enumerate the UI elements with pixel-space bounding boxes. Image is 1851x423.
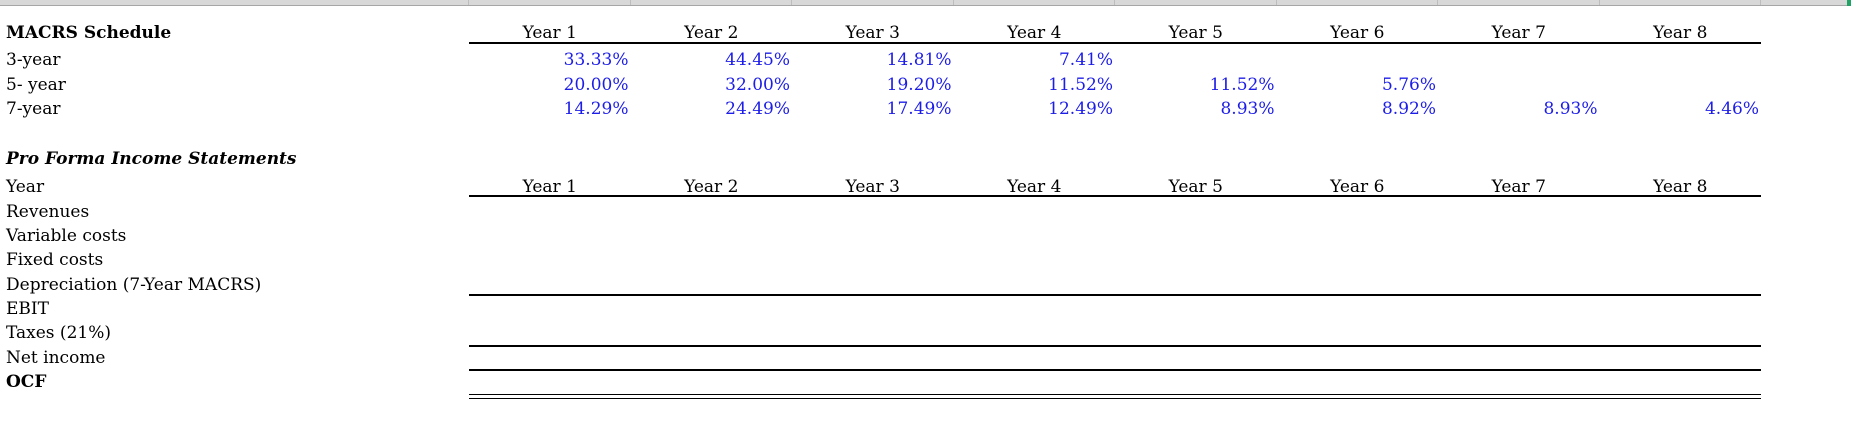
year-header-cell[interactable]: Year 6 [1330,23,1385,43]
macrs-row-label-5year[interactable]: 5- year [6,75,66,95]
macrs-values-7year[interactable]: 14.29% 24.49% 17.49% 12.49% 8.93% 8.92% 8.93% 4… [469,100,1761,119]
macrs-value-cell[interactable]: 11.52% [1209,75,1275,95]
macrs-value-cell[interactable]: 14.81% [886,50,952,70]
macrs-values-5year[interactable]: 20.00% 32.00% 19.20% 11.52% 11.52% 5.76% [469,76,1761,95]
year-header-cell[interactable]: Year 4 [1007,177,1062,197]
macrs-value-cell[interactable] [1115,51,1277,70]
ocf-double-underline [469,394,1761,399]
macrs-value-cell[interactable]: 4.46% [1704,99,1759,119]
net-income-subtotal-rule [469,345,1761,347]
macrs-value-cell[interactable]: 17.49% [886,99,952,119]
column-border-tick [1437,0,1438,5]
year-header-cell[interactable]: Year 6 [1330,177,1385,197]
macrs-value-cell[interactable]: 19.20% [886,75,952,95]
macrs-row-label-3year[interactable]: 3-year [6,50,61,70]
macrs-values-3year[interactable]: 33.33% 44.45% 14.81% 7.41% [469,51,1761,70]
pro-forma-year-label[interactable]: Year [6,177,45,197]
macrs-value-cell[interactable]: 12.49% [1048,99,1113,119]
macrs-row-label-7year[interactable]: 7-year [6,99,61,119]
macrs-value-cell[interactable]: 33.33% [563,50,629,70]
row-label-variable-costs[interactable]: Variable costs [6,226,127,246]
year-header-cell[interactable]: Year 2 [684,23,739,43]
macrs-value-cell[interactable]: 32.00% [725,75,790,95]
ebit-subtotal-rule [469,294,1761,296]
year-header-cell[interactable]: Year 4 [1007,23,1062,43]
macrs-value-cell[interactable]: 14.29% [563,99,629,119]
column-border-tick [630,0,631,5]
column-border-tick [791,0,792,5]
column-border-tick [1276,0,1277,5]
year-header-cell[interactable]: Year 8 [1653,177,1708,197]
year-header-cell[interactable]: Year 1 [522,177,577,197]
gridline-strip [0,0,1851,6]
row-label-taxes[interactable]: Taxes (21%) [6,323,111,343]
pro-forma-header-underline [469,195,1761,197]
macrs-header-underline [469,42,1761,44]
year-header-cell[interactable]: Year 5 [1168,23,1223,43]
macrs-value-cell[interactable]: 5.76% [1381,75,1436,95]
macrs-value-cell[interactable]: 8.93% [1220,99,1275,119]
macrs-value-cell[interactable]: 11.52% [1048,75,1113,95]
row-label-fixed-costs[interactable]: Fixed costs [6,250,104,270]
year-header-cell[interactable]: Year 2 [684,177,739,197]
row-label-revenues[interactable]: Revenues [6,202,90,222]
macrs-value-cell[interactable]: 24.49% [725,99,790,119]
macrs-value-cell[interactable]: 20.00% [563,75,629,95]
year-header-cell[interactable]: Year 8 [1653,23,1708,43]
year-header-cell[interactable]: Year 3 [845,23,900,43]
year-header-cell[interactable]: Year 3 [845,177,900,197]
row-label-depreciation[interactable]: Depreciation (7-Year MACRS) [6,275,262,295]
macrs-value-cell[interactable] [1600,51,1762,70]
macrs-value-cell[interactable]: 44.45% [725,50,790,70]
ocf-subtotal-rule [469,369,1761,371]
macrs-value-cell[interactable] [1438,76,1600,95]
row-label-ebit[interactable]: EBIT [6,299,49,319]
year-header-cell[interactable]: Year 7 [1491,177,1546,197]
macrs-value-cell[interactable]: 8.93% [1543,99,1598,119]
macrs-value-cell[interactable]: 7.41% [1058,50,1113,70]
macrs-value-cell[interactable] [1438,51,1600,70]
macrs-title[interactable]: MACRS Schedule [6,23,172,43]
column-border-tick [1599,0,1600,5]
year-header-cell[interactable]: Year 1 [522,23,577,43]
row-label-ocf[interactable]: OCF [6,372,47,392]
pro-forma-header-row[interactable]: Year 1 Year 2 Year 3 Year 4 Year 5 Year 6 Year… [469,178,1761,197]
column-border-tick [953,0,954,5]
column-border-tick [468,0,469,5]
selection-accent-mark [1847,0,1851,6]
pro-forma-title[interactable]: Pro Forma Income Statements [6,149,297,169]
year-header-cell[interactable]: Year 7 [1491,23,1546,43]
macrs-value-cell[interactable] [1277,51,1439,70]
row-label-net-income[interactable]: Net income [6,348,106,368]
column-border-tick [1114,0,1115,5]
column-border-tick [1760,0,1761,5]
macrs-value-cell[interactable] [1600,76,1762,95]
macrs-header-row[interactable]: Year 1 Year 2 Year 3 Year 4 Year 5 Year 6 Year… [469,24,1761,43]
macrs-value-cell[interactable]: 8.92% [1381,99,1436,119]
year-header-cell[interactable]: Year 5 [1168,177,1223,197]
